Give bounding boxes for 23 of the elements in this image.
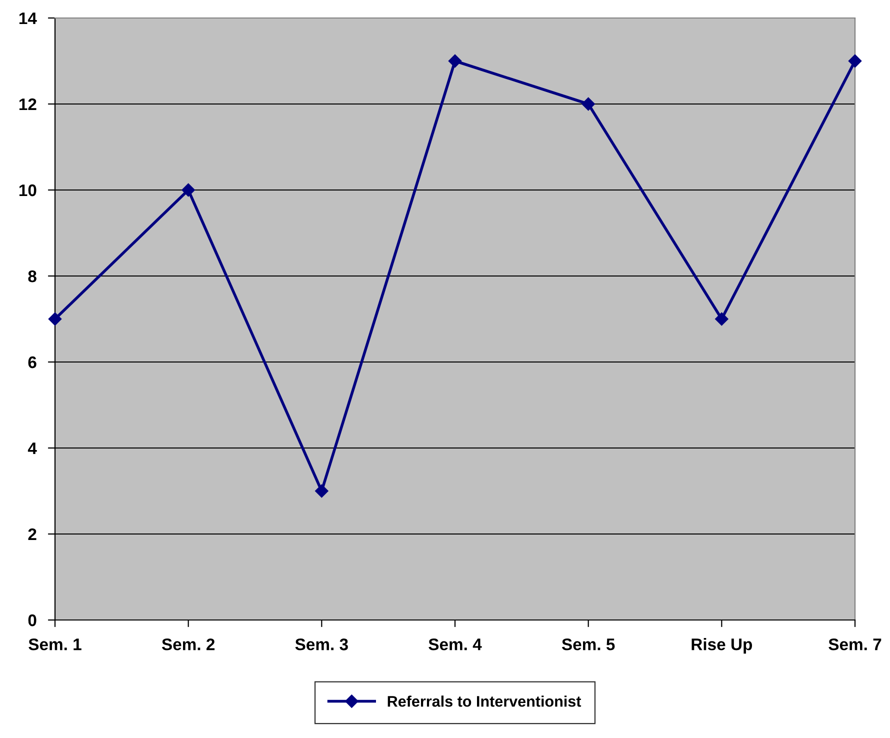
y-tick-label: 2 [28,528,36,540]
y-tick-label: 0 [28,614,36,626]
y-tick-label: 8 [28,270,36,282]
y-tick-label: 14 [19,12,37,24]
point [48,312,62,326]
point [315,484,328,498]
y-tick-label: 6 [28,356,36,368]
point [582,97,595,111]
x-tick-label: Sem. 3 [295,638,348,650]
x-tick-label: Sem. 7 [828,638,882,650]
y-tick-label: 12 [19,98,36,110]
y-tick-label: 10 [19,184,36,196]
x-tick-label: Sem. 2 [162,638,215,650]
legend-label: Referrals to Interventionist [388,696,582,707]
point [182,183,195,197]
y-tick-label: 4 [28,442,37,454]
x-tick-label: Sem. 1 [28,638,82,650]
x-tick-label: Sem. 5 [562,638,615,650]
point [848,54,862,68]
x-tick-label: Sem. 4 [428,638,482,650]
point [715,312,728,326]
point [448,54,462,68]
x-tick-label: Rise Up [692,638,752,654]
